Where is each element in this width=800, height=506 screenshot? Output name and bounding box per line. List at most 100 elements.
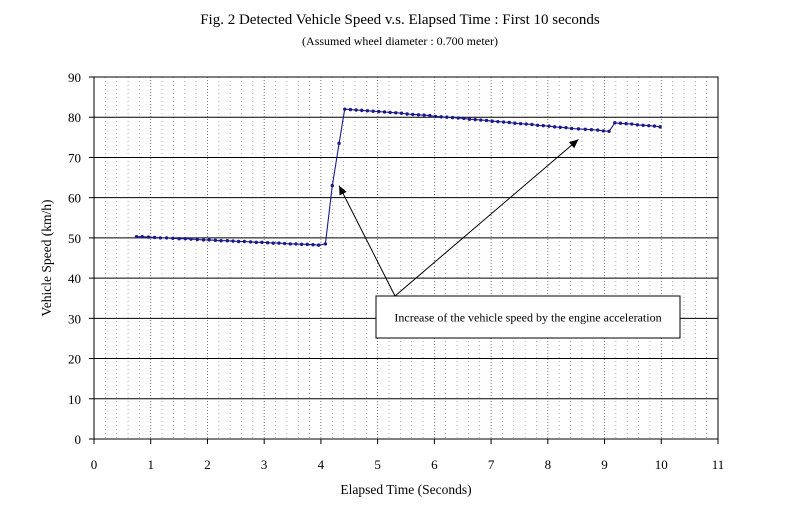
data-point bbox=[535, 123, 540, 127]
data-point bbox=[242, 239, 247, 244]
data-point bbox=[337, 141, 341, 146]
data-point bbox=[507, 120, 511, 125]
y-tick-label: 50 bbox=[68, 231, 81, 246]
x-tick-label: 8 bbox=[545, 457, 552, 472]
x-tick-label: 3 bbox=[261, 457, 268, 472]
y-tick-label: 70 bbox=[68, 150, 81, 165]
x-tick-label: 2 bbox=[204, 457, 211, 472]
data-point bbox=[282, 241, 287, 246]
data-point bbox=[541, 123, 545, 128]
data-point bbox=[547, 124, 551, 128]
data-point bbox=[569, 126, 574, 131]
data-point bbox=[177, 236, 181, 241]
data-point bbox=[641, 123, 645, 127]
data-point bbox=[564, 125, 568, 130]
data-point bbox=[445, 115, 449, 119]
chart-subtitle: (Assumed wheel diameter : 0.700 meter) bbox=[302, 34, 498, 48]
data-point bbox=[183, 236, 188, 241]
data-point bbox=[490, 119, 494, 123]
data-point bbox=[323, 242, 328, 246]
data-point bbox=[484, 118, 489, 123]
data-point bbox=[394, 111, 398, 115]
data-point bbox=[411, 112, 415, 117]
x-axis-ticks: 0 1 2 3 4 5 6 7 8 9 10 11 bbox=[91, 439, 725, 472]
data-point bbox=[652, 124, 657, 128]
data-point bbox=[299, 242, 304, 247]
data-point bbox=[601, 129, 606, 133]
annotation-box bbox=[375, 295, 681, 339]
data-point bbox=[576, 127, 581, 131]
data-point bbox=[316, 243, 321, 247]
data-point bbox=[589, 127, 594, 132]
y-tick-label: 20 bbox=[68, 352, 81, 367]
y-axis-ticks: 0 10 20 30 40 50 60 70 80 90 bbox=[68, 70, 94, 447]
data-point bbox=[450, 115, 455, 120]
data-point bbox=[388, 110, 392, 115]
y-tick-label: 40 bbox=[68, 271, 81, 286]
y-tick-label: 30 bbox=[68, 311, 81, 326]
annotation-arrow-line bbox=[338, 185, 396, 297]
chart-title: Fig. 2 Detected Vehicle Speed v.s. Elaps… bbox=[200, 12, 600, 28]
data-point bbox=[343, 107, 347, 111]
data-point bbox=[377, 109, 381, 114]
data-point bbox=[219, 239, 223, 243]
y-tick-label: 0 bbox=[75, 432, 82, 447]
data-point bbox=[189, 237, 193, 241]
annotation-layer: Increase of the vehicle speed by the eng… bbox=[338, 138, 681, 339]
x-tick-label: 4 bbox=[318, 457, 325, 472]
data-point bbox=[658, 125, 662, 129]
data-point bbox=[558, 125, 562, 129]
data-point bbox=[513, 121, 517, 125]
data-point bbox=[171, 236, 175, 240]
data-point bbox=[140, 234, 144, 239]
data-point bbox=[305, 242, 309, 247]
data-point bbox=[288, 242, 292, 246]
data-point bbox=[146, 235, 151, 239]
data-point bbox=[583, 127, 587, 131]
data-point bbox=[152, 235, 157, 240]
data-point bbox=[635, 123, 640, 127]
data-point bbox=[552, 125, 557, 129]
data-point bbox=[456, 116, 460, 120]
data-point bbox=[530, 122, 534, 127]
data-point bbox=[225, 239, 230, 243]
data-point bbox=[365, 109, 370, 113]
grid bbox=[94, 77, 718, 439]
data-point bbox=[330, 183, 334, 188]
data-point bbox=[164, 236, 169, 240]
data-point bbox=[201, 238, 206, 242]
y-tick-label: 60 bbox=[68, 191, 81, 206]
data-point bbox=[439, 115, 443, 119]
data-point bbox=[479, 118, 483, 122]
data-point bbox=[371, 109, 375, 113]
data-point bbox=[416, 113, 421, 117]
x-tick-label: 11 bbox=[712, 457, 725, 472]
data-point bbox=[311, 243, 315, 247]
annotation-arrow-line bbox=[394, 138, 579, 297]
data-point bbox=[248, 240, 253, 244]
data-point bbox=[382, 110, 387, 114]
x-tick-label: 10 bbox=[655, 457, 668, 472]
data-point bbox=[360, 108, 364, 113]
data-point bbox=[462, 116, 466, 121]
data-point bbox=[501, 120, 506, 124]
data-point bbox=[433, 114, 438, 119]
data-point bbox=[596, 128, 600, 132]
y-tick-label: 10 bbox=[68, 392, 81, 407]
data-point bbox=[518, 121, 523, 126]
data-point bbox=[260, 240, 264, 245]
x-tick-label: 5 bbox=[374, 457, 381, 472]
data-point bbox=[254, 240, 258, 245]
x-tick-label: 1 bbox=[147, 457, 154, 472]
data-point bbox=[207, 238, 211, 242]
data-point bbox=[265, 241, 270, 245]
data-point bbox=[618, 121, 623, 125]
x-tick-label: 7 bbox=[488, 457, 495, 472]
data-point bbox=[624, 121, 628, 126]
data-point bbox=[422, 113, 426, 117]
data-point bbox=[277, 241, 281, 245]
annotation-text: Increase of the vehicle speed by the eng… bbox=[394, 311, 661, 325]
data-point bbox=[158, 236, 163, 240]
